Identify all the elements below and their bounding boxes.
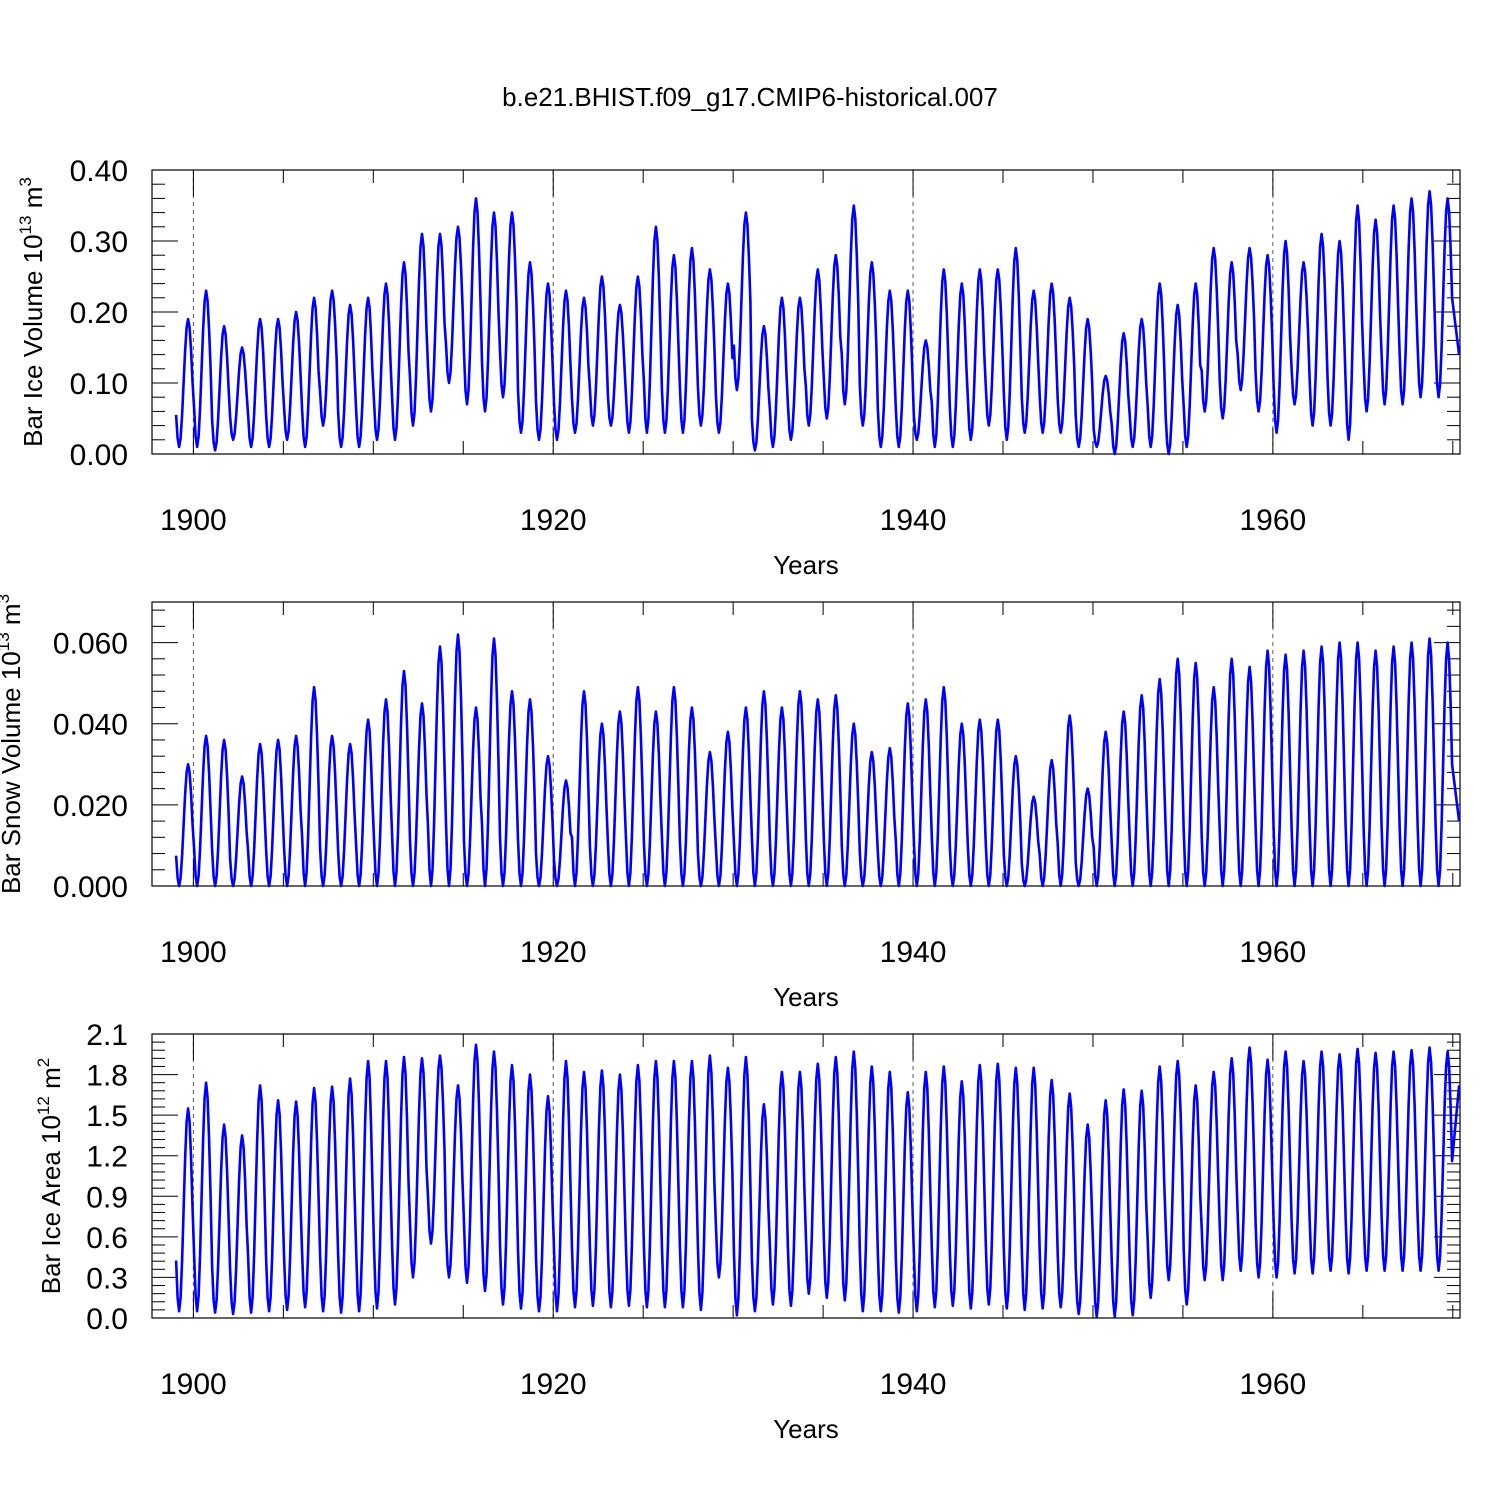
y-axis-title-unit: m bbox=[36, 1067, 66, 1096]
y-tick-label: 0.20 bbox=[70, 297, 128, 330]
y-tick-label: 0.0 bbox=[86, 1303, 128, 1336]
y-axis-title-main: Bar Ice Area 10 bbox=[36, 1115, 66, 1294]
y-tick-label: 1.2 bbox=[86, 1141, 128, 1174]
y-axis-title-unit-exponent: 2 bbox=[34, 1058, 53, 1067]
y-tick-label: 0.40 bbox=[70, 155, 128, 188]
y-tick-label: 0.10 bbox=[70, 368, 128, 401]
plot-frame bbox=[151, 601, 1461, 887]
chart-title: b.e21.BHIST.f09_g17.CMIP6-historical.007 bbox=[502, 82, 998, 112]
chart-panel-2: 0.000 0.020 0.040 0.060 1900 1920 1940 1960 Year… bbox=[0, 594, 1461, 1012]
plot-frame bbox=[151, 1033, 1461, 1319]
series-line-bar-ice-volume bbox=[174, 190, 1461, 456]
x-tick-label: 1900 bbox=[160, 1368, 227, 1401]
y-axis-title-exponent: 13 bbox=[0, 632, 13, 651]
y-tick-label: 1.8 bbox=[86, 1060, 128, 1093]
x-axis-title: Years bbox=[773, 550, 839, 580]
y-axis-title: Bar Ice Area 1012 m2 bbox=[34, 1058, 66, 1295]
chart-panels: 0.00 0.10 0.20 0.30 0.40 1900 1920 1940 1960 Year… bbox=[0, 155, 1461, 1444]
y-tick-label: 0.060 bbox=[53, 628, 128, 661]
y-axis-title-unit-exponent: 3 bbox=[16, 177, 35, 186]
y-tick-label: 2.1 bbox=[86, 1019, 128, 1052]
y-axis-title-exponent: 12 bbox=[34, 1096, 53, 1115]
x-tick-label: 1960 bbox=[1240, 936, 1307, 969]
y-tick-label: 1.5 bbox=[86, 1100, 128, 1133]
x-tick-label: 1920 bbox=[520, 936, 587, 969]
y-tick-label: 0.9 bbox=[86, 1181, 128, 1214]
chart-panel-3: 0.0 0.3 0.6 0.9 1.2 1.5 1.8 2.1 1900 1920 1940 1960… bbox=[34, 1019, 1461, 1444]
y-tick-label: 0.000 bbox=[53, 871, 128, 904]
x-axis-title: Years bbox=[773, 1414, 839, 1444]
y-axis-title-unit: m bbox=[18, 187, 48, 216]
x-tick-label: 1900 bbox=[160, 504, 227, 537]
x-tick-label: 1920 bbox=[520, 504, 587, 537]
y-tick-label: 0.3 bbox=[86, 1262, 128, 1295]
y-tick-label: 0.6 bbox=[86, 1222, 128, 1255]
x-tick-label: 1960 bbox=[1240, 1368, 1307, 1401]
series-line-bar-ice-area bbox=[174, 1043, 1461, 1318]
x-axis-title: Years bbox=[773, 982, 839, 1012]
y-tick-label: 0.00 bbox=[70, 439, 128, 472]
chart-panel-1: 0.00 0.10 0.20 0.30 0.40 1900 1920 1940 1960 Year… bbox=[16, 155, 1461, 580]
x-tick-label: 1960 bbox=[1240, 504, 1307, 537]
x-tick-label: 1920 bbox=[520, 1368, 587, 1401]
series-line-bar-snow-volume bbox=[174, 633, 1461, 888]
y-tick-label: 0.040 bbox=[53, 709, 128, 742]
x-tick-label: 1900 bbox=[160, 936, 227, 969]
y-axis-title-unit-exponent: 3 bbox=[0, 594, 13, 603]
x-tick-label: 1940 bbox=[880, 504, 947, 537]
y-axis-title-unit: m bbox=[0, 603, 26, 632]
y-tick-label: 0.020 bbox=[53, 790, 128, 823]
y-axis-title-exponent: 13 bbox=[16, 215, 35, 234]
y-axis-title: Bar Snow Volume 1013 m3 bbox=[0, 594, 26, 894]
y-axis-title-main: Bar Snow Volume 10 bbox=[0, 651, 26, 894]
y-axis-title-main: Bar Ice Volume 10 bbox=[18, 234, 48, 446]
x-tick-label: 1940 bbox=[880, 936, 947, 969]
y-tick-label: 0.30 bbox=[70, 226, 128, 259]
x-tick-label: 1940 bbox=[880, 1368, 947, 1401]
y-axis-title: Bar Ice Volume 1013 m3 bbox=[16, 177, 48, 447]
